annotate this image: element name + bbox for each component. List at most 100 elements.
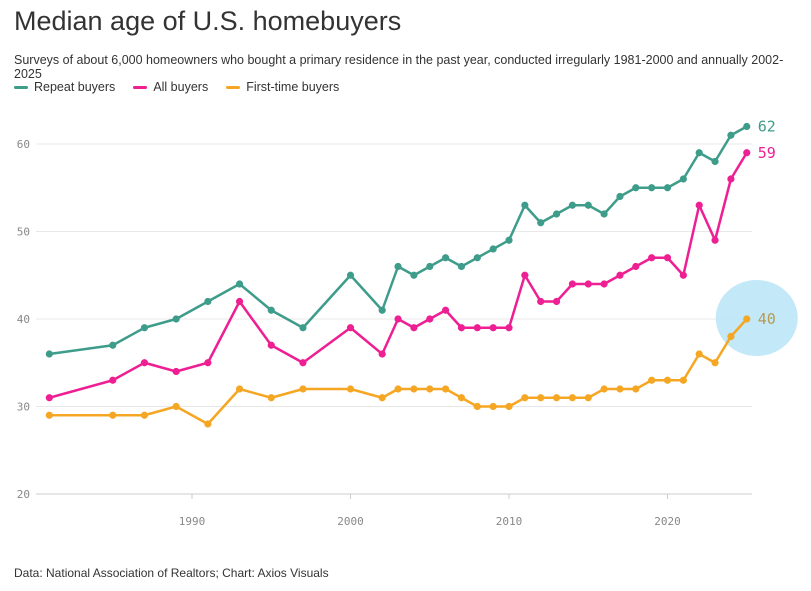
data-point xyxy=(521,201,529,209)
data-point xyxy=(552,210,561,218)
data-point xyxy=(505,402,513,411)
data-point xyxy=(632,184,640,192)
data-point xyxy=(378,394,386,402)
data-point xyxy=(394,262,402,271)
data-point xyxy=(600,210,608,218)
data-point xyxy=(109,341,117,349)
data-point xyxy=(727,332,735,341)
data-point xyxy=(727,175,735,183)
data-point xyxy=(711,157,719,166)
data-point xyxy=(442,385,450,393)
data-point xyxy=(109,376,117,384)
data-point xyxy=(489,324,497,332)
legend-label: All buyers xyxy=(153,80,209,94)
series-line-1 xyxy=(49,152,748,399)
data-point xyxy=(410,324,418,332)
data-point xyxy=(648,184,656,192)
data-point xyxy=(140,324,149,332)
data-point xyxy=(378,350,386,358)
data-point xyxy=(267,306,275,314)
data-point xyxy=(743,149,751,157)
data-point xyxy=(568,280,577,288)
data-point xyxy=(172,315,180,323)
data-point xyxy=(473,324,481,332)
y-tick-label: 40 xyxy=(17,313,30,326)
data-point xyxy=(235,297,244,306)
data-point xyxy=(743,315,751,323)
data-point xyxy=(537,219,545,227)
data-point xyxy=(521,271,529,279)
data-point xyxy=(616,385,624,393)
data-point xyxy=(204,359,212,367)
data-point xyxy=(727,131,735,139)
data-point xyxy=(521,394,529,402)
end-label: 62 xyxy=(758,118,776,136)
data-point xyxy=(616,192,624,201)
y-tick-label: 30 xyxy=(17,401,30,414)
legend-item-first-time: First-time buyers xyxy=(226,80,339,94)
data-point xyxy=(568,394,577,402)
legend-item-repeat: Repeat buyers xyxy=(14,80,115,94)
data-point xyxy=(584,280,592,288)
data-point xyxy=(505,236,513,244)
data-point xyxy=(442,306,450,314)
data-point xyxy=(299,359,307,367)
data-point xyxy=(172,402,180,411)
legend-swatch xyxy=(14,85,28,89)
data-point xyxy=(695,149,703,157)
data-point xyxy=(140,411,149,419)
end-label: 59 xyxy=(758,144,776,162)
data-point xyxy=(204,420,212,428)
data-point xyxy=(632,262,640,271)
data-point xyxy=(663,254,672,262)
data-point xyxy=(537,394,545,402)
data-point xyxy=(584,394,592,402)
data-point xyxy=(711,236,719,244)
data-point xyxy=(426,262,434,271)
data-point xyxy=(426,315,434,323)
x-tick-label: 2020 xyxy=(654,515,681,528)
data-point xyxy=(457,394,466,402)
data-point xyxy=(346,324,355,332)
source-note: Data: National Association of Realtors; … xyxy=(14,566,329,580)
data-point xyxy=(663,184,672,192)
x-tick-label: 2010 xyxy=(496,515,523,528)
x-tick-label: 1990 xyxy=(179,515,206,528)
data-point xyxy=(299,385,307,393)
data-point xyxy=(204,297,212,306)
data-point xyxy=(711,359,719,367)
data-point xyxy=(140,359,149,367)
data-point xyxy=(632,385,640,393)
data-point xyxy=(410,385,418,393)
data-point xyxy=(473,402,481,411)
data-point xyxy=(489,402,497,411)
data-point xyxy=(109,411,117,419)
data-point xyxy=(346,271,355,279)
data-point xyxy=(267,341,275,349)
data-point xyxy=(172,367,180,376)
legend-label: Repeat buyers xyxy=(34,80,116,94)
data-point xyxy=(299,324,307,332)
data-point xyxy=(679,271,687,279)
data-point xyxy=(394,385,402,393)
highlight-circle xyxy=(715,280,798,356)
legend-label: First-time buyers xyxy=(246,80,340,94)
x-tick-label: 2000 xyxy=(337,515,364,528)
data-point xyxy=(695,201,703,209)
data-point xyxy=(695,350,703,358)
data-point xyxy=(378,306,386,314)
data-point xyxy=(505,324,513,332)
chart-subtitle: Surveys of about 6,000 homeowners who bo… xyxy=(14,53,784,81)
data-point xyxy=(568,201,577,209)
data-point xyxy=(45,394,53,402)
data-point xyxy=(600,280,608,288)
data-point xyxy=(584,201,592,209)
data-point xyxy=(648,254,656,262)
legend-swatch xyxy=(226,85,241,89)
data-point xyxy=(600,385,608,393)
end-label: 40 xyxy=(758,310,776,328)
data-point xyxy=(346,385,355,393)
data-point xyxy=(616,271,624,279)
data-point xyxy=(663,376,672,384)
